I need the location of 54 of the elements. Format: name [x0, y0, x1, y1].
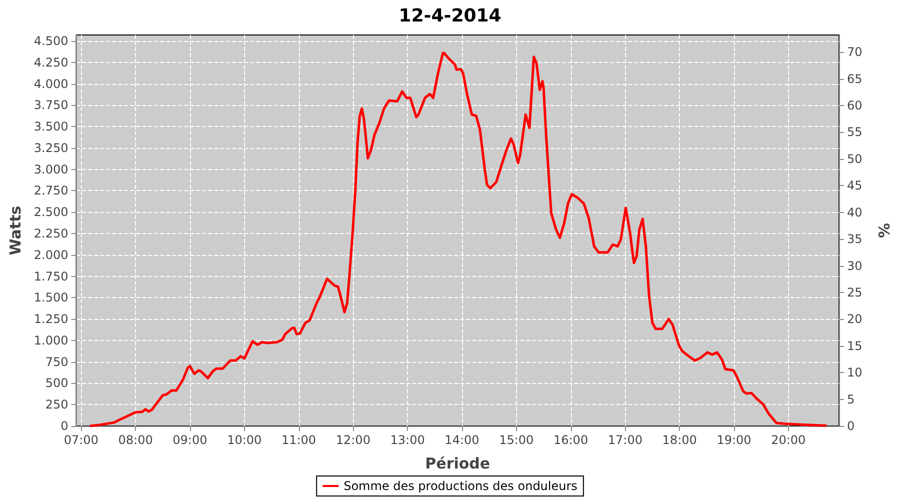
y2-tick-label: 30	[847, 258, 862, 273]
y-tick-label: 1.250	[34, 312, 68, 326]
x-tick-label: 09:00	[172, 433, 208, 447]
y-tick-label: 750	[45, 354, 68, 369]
x-tick-label: 18:00	[662, 433, 697, 447]
y2-tick-label: 45	[847, 178, 862, 193]
y-tick-label: 1.000	[34, 333, 68, 348]
y2-tick-label: 40	[847, 205, 862, 220]
y-tick-label: 1.500	[34, 290, 68, 305]
y2-axis-title: %	[876, 222, 894, 238]
y-tick-label: 3.000	[34, 162, 68, 176]
y-axis-title: Watts	[6, 206, 24, 256]
x-axis-title: Période	[425, 454, 490, 472]
y2-tick-label: 65	[847, 72, 862, 86]
y2-tick-label: 55	[847, 125, 862, 140]
y-tick-label: 0	[60, 419, 68, 433]
y-tick-label: 4.250	[34, 55, 68, 70]
x-tick-label: 16:00	[553, 433, 588, 447]
y2-tick-label: 20	[847, 312, 862, 326]
y-tick-label: 500	[45, 376, 68, 390]
legend-label: Somme des productions des onduleurs	[344, 479, 578, 493]
y-tick-label: 2.250	[34, 226, 68, 240]
y-tick-label: 4.500	[34, 34, 68, 48]
y-tick-label: 4.000	[34, 76, 68, 91]
x-tick-label: 15:00	[499, 433, 534, 447]
y2-tick-label: 10	[847, 366, 862, 380]
x-tick-label: 11:00	[281, 433, 316, 447]
line-series	[88, 52, 828, 428]
x-tick-label: 20:00	[771, 433, 806, 447]
y-tick-label: 3.500	[34, 120, 68, 134]
y2-tick-label: 50	[847, 152, 862, 166]
y2-tick-label: 25	[847, 285, 862, 300]
y-tick-label: 2.000	[34, 248, 68, 262]
x-tick-label: 08:00	[118, 433, 153, 447]
y2-tick-label: 0	[847, 419, 855, 433]
y-tick-label: 2.750	[34, 184, 68, 198]
x-tick-label: 19:00	[716, 433, 752, 447]
y-tick-label: 3.250	[34, 140, 68, 155]
y-tick-label: 1.750	[34, 269, 68, 284]
y2-tick-label: 5	[847, 392, 855, 406]
y2-tick-label: 15	[847, 338, 862, 353]
x-tick-label: 07:00	[64, 433, 98, 447]
x-tick-label: 12:00	[336, 433, 370, 447]
y-tick-label: 250	[45, 398, 68, 412]
y2-tick-label: 60	[847, 98, 862, 113]
x-tick-label: 13:00	[390, 433, 425, 447]
x-tick-label: 14:00	[444, 433, 480, 447]
x-tick-label: 10:00	[227, 433, 262, 447]
y-tick-label: 3.750	[34, 98, 68, 112]
y2-tick-label: 70	[847, 45, 862, 60]
y-tick-label: 2.500	[34, 205, 68, 220]
chart-title: 12-4-2014	[398, 6, 502, 26]
y2-tick-label: 35	[847, 232, 862, 246]
x-tick-label: 17:00	[608, 433, 642, 447]
